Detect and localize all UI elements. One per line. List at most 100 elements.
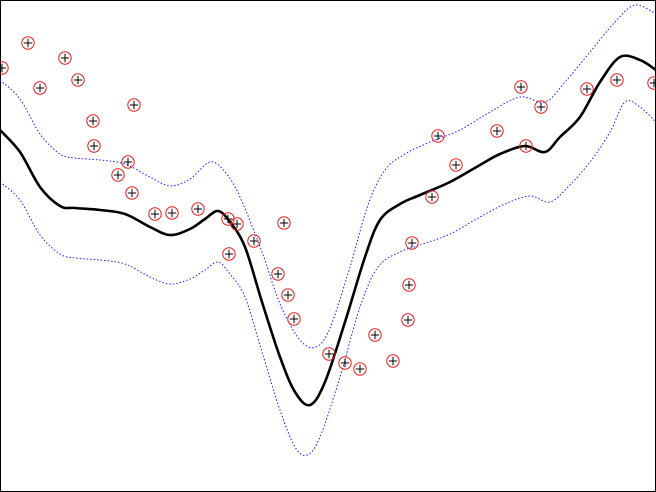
data-point (425, 190, 439, 204)
data-point-cross (427, 192, 437, 202)
data-point-cross (0, 63, 7, 73)
data-point (647, 76, 656, 90)
data-point-circle (121, 155, 135, 169)
data-point-circle (405, 236, 419, 250)
data-point (580, 82, 594, 96)
data-point (0, 61, 9, 75)
data-point-circle (534, 100, 548, 114)
data-point-cross (388, 356, 398, 366)
data-point-cross (407, 238, 417, 248)
data-point (368, 328, 382, 342)
data-point (514, 80, 528, 94)
data-point (111, 168, 125, 182)
data-point (401, 313, 415, 327)
data-point-cross (127, 188, 137, 198)
data-point (87, 139, 101, 153)
data-point (33, 81, 47, 95)
mean-line (0, 54, 656, 407)
data-point-cross (150, 209, 160, 219)
data-point-circle (353, 362, 367, 376)
data-point-cross (224, 249, 234, 259)
data-point (610, 73, 624, 87)
data-point-circle (338, 356, 352, 370)
data-point (58, 51, 72, 65)
data-point-cross (73, 75, 83, 85)
data-point (222, 247, 236, 261)
data-point-circle (425, 190, 439, 204)
data-point-circle (449, 158, 463, 172)
data-point-circle (402, 278, 416, 292)
data-point-cross (404, 280, 414, 290)
data-point-cross (516, 82, 526, 92)
data-point-cross (521, 141, 531, 151)
data-point-circle (580, 82, 594, 96)
data-point-cross (649, 78, 656, 88)
data-point-cross (273, 269, 283, 279)
upper-band-line (0, 4, 656, 349)
data-point-circle (222, 247, 236, 261)
data-point-circle (86, 114, 100, 128)
data-point (277, 216, 291, 230)
data-point-cross (89, 141, 99, 151)
data-point (230, 217, 244, 231)
data-point-cross (283, 290, 293, 300)
data-point-circle (0, 61, 9, 75)
data-point-cross (113, 170, 123, 180)
data-point-cross (451, 160, 461, 170)
data-point (287, 312, 301, 326)
data-point-circle (247, 234, 261, 248)
data-point-cross (403, 315, 413, 325)
data-point-circle (514, 80, 528, 94)
data-point-circle (125, 186, 139, 200)
data-point (71, 73, 85, 87)
observation-points (0, 36, 656, 376)
data-point-circle (148, 207, 162, 221)
lower-band-line (0, 100, 656, 457)
data-point-circle (490, 124, 504, 138)
data-point-cross (35, 83, 45, 93)
data-point-circle (401, 313, 415, 327)
data-point (165, 206, 179, 220)
data-point-cross (340, 358, 350, 368)
data-point (449, 158, 463, 172)
data-point-cross (370, 330, 380, 340)
data-point-cross (249, 236, 259, 246)
data-point-circle (647, 76, 656, 90)
data-point-cross (536, 102, 546, 112)
data-point (125, 186, 139, 200)
data-point-circle (58, 51, 72, 65)
data-point-circle (322, 347, 336, 361)
data-point (534, 100, 548, 114)
data-point (86, 114, 100, 128)
data-point-circle (271, 267, 285, 281)
data-point (338, 356, 352, 370)
data-point-cross (582, 84, 592, 94)
data-point (21, 36, 35, 50)
data-point-cross (88, 116, 98, 126)
mean-curve-group (0, 54, 656, 407)
data-point-cross (289, 314, 299, 324)
data-point-circle (87, 139, 101, 153)
confidence-bands (0, 4, 656, 457)
data-point-circle (111, 168, 125, 182)
data-point-circle (287, 312, 301, 326)
data-point-cross (232, 219, 242, 229)
data-point (281, 288, 295, 302)
data-point (431, 129, 445, 143)
data-point (405, 236, 419, 250)
data-point-circle (281, 288, 295, 302)
data-point-circle (368, 328, 382, 342)
data-point-cross (60, 53, 70, 63)
data-point-cross (193, 204, 203, 214)
data-point-circle (191, 202, 205, 216)
data-point (148, 207, 162, 221)
data-point-cross (223, 214, 233, 224)
data-point (247, 234, 261, 248)
data-point-circle (165, 206, 179, 220)
data-point-cross (129, 100, 139, 110)
data-point-circle (431, 129, 445, 143)
data-point (490, 124, 504, 138)
data-point-cross (279, 218, 289, 228)
